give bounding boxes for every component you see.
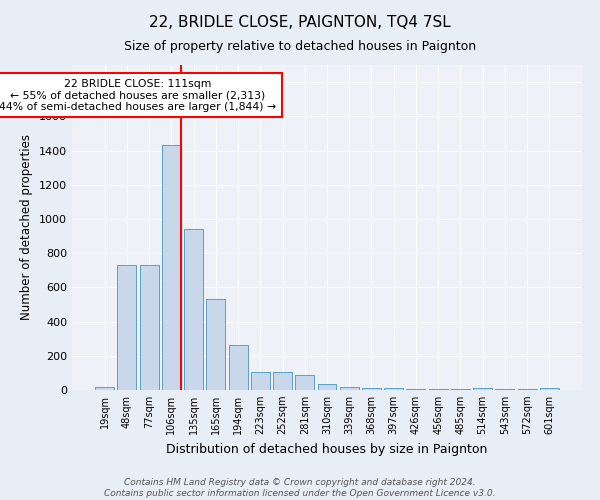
X-axis label: Distribution of detached houses by size in Paignton: Distribution of detached houses by size …: [166, 442, 488, 456]
Bar: [251, 372, 270, 390]
Bar: [540, 388, 559, 390]
Text: 22, BRIDLE CLOSE, PAIGNTON, TQ4 7SL: 22, BRIDLE CLOSE, PAIGNTON, TQ4 7SL: [149, 15, 451, 30]
Bar: [118, 265, 136, 390]
Text: Contains HM Land Registry data © Crown copyright and database right 2024.
Contai: Contains HM Land Registry data © Crown c…: [104, 478, 496, 498]
Bar: [429, 388, 448, 390]
Bar: [496, 388, 514, 390]
Bar: [95, 386, 114, 390]
Bar: [273, 372, 292, 390]
Bar: [229, 344, 248, 390]
Bar: [295, 374, 314, 390]
Bar: [473, 388, 492, 390]
Y-axis label: Number of detached properties: Number of detached properties: [20, 134, 34, 320]
Bar: [384, 388, 403, 390]
Bar: [206, 300, 225, 390]
Bar: [140, 265, 158, 390]
Bar: [362, 388, 381, 390]
Text: 22 BRIDLE CLOSE: 111sqm
← 55% of detached houses are smaller (2,313)
44% of semi: 22 BRIDLE CLOSE: 111sqm ← 55% of detache…: [0, 78, 277, 112]
Bar: [162, 146, 181, 390]
Bar: [451, 388, 470, 390]
Bar: [518, 388, 536, 390]
Bar: [317, 384, 337, 390]
Bar: [406, 388, 425, 390]
Bar: [340, 387, 359, 390]
Text: Size of property relative to detached houses in Paignton: Size of property relative to detached ho…: [124, 40, 476, 53]
Bar: [184, 229, 203, 390]
